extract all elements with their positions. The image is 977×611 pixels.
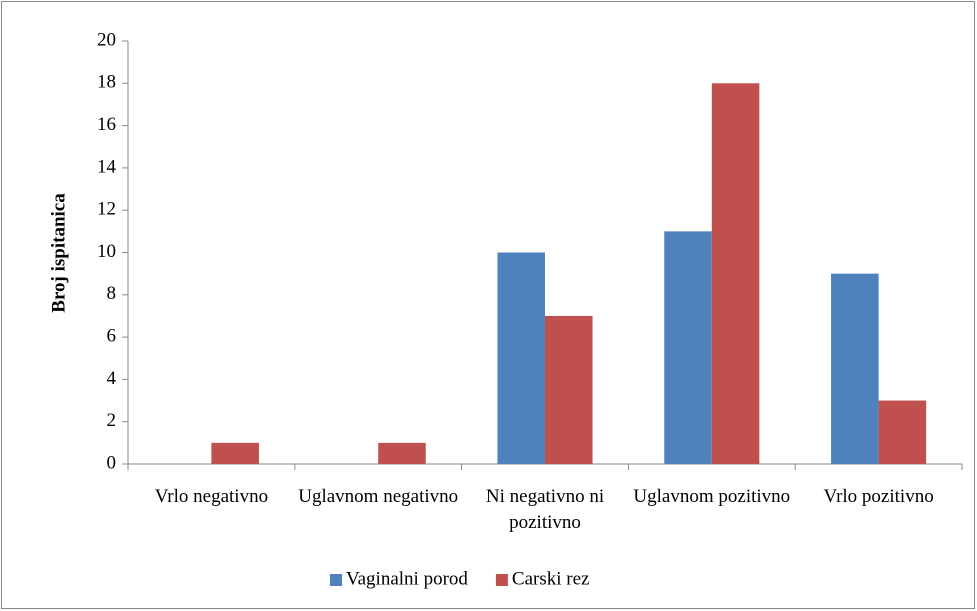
legend-swatch: [495, 574, 508, 586]
y-tick-label: 12: [97, 199, 116, 220]
x-tick-label: Ni negativno ni pozitivno: [485, 486, 605, 533]
bar: [211, 442, 259, 464]
y-tick-label: 18: [97, 72, 116, 93]
x-tick-label: Uglavnom pozitivno: [633, 486, 791, 507]
bar: [664, 231, 712, 464]
y-axis-label: Broj ispitanica: [48, 193, 69, 313]
y-tick-label: 14: [97, 156, 117, 177]
y-tick-label: 20: [97, 29, 116, 50]
x-tick-label: Vrlo negativno: [154, 486, 269, 507]
x-tick-label: Vrlo pozitivno: [823, 486, 934, 507]
y-tick-label: 16: [97, 114, 116, 135]
y-tick-label: 8: [107, 283, 117, 304]
y-tick-label: 0: [107, 452, 117, 473]
bar: [378, 442, 426, 464]
x-tick-label: Uglavnom negativno: [298, 486, 459, 507]
bar: [878, 400, 927, 464]
legend-swatch: [330, 574, 342, 586]
bar: [831, 273, 879, 464]
bar: [711, 83, 760, 465]
legend-label: Vaginalni porod: [346, 568, 468, 589]
y-tick-label: 6: [107, 325, 117, 346]
legend-label: Carski rez: [512, 568, 590, 589]
y-tick-label: 4: [107, 368, 117, 389]
bar: [497, 252, 545, 464]
y-tick-label: 2: [107, 410, 117, 431]
y-tick-label: 10: [97, 241, 116, 262]
bar: [545, 315, 593, 464]
